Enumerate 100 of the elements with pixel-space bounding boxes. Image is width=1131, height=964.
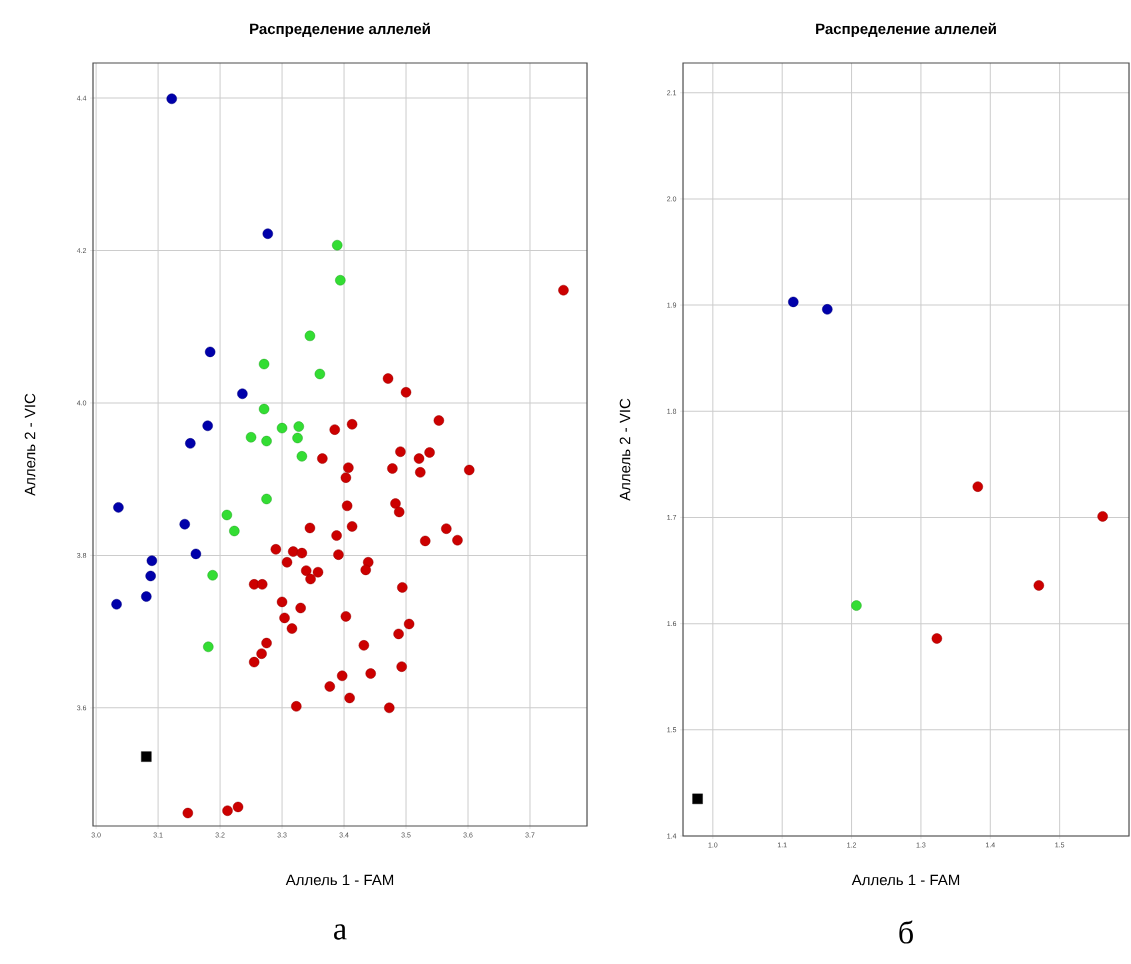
point — [237, 388, 248, 400]
point — [301, 565, 312, 576]
point — [207, 570, 218, 581]
point — [261, 435, 272, 447]
point — [395, 446, 406, 457]
point — [358, 640, 370, 651]
point — [204, 346, 216, 358]
point — [329, 424, 340, 435]
point — [202, 420, 213, 432]
y-axis-title: Аллель 2 - VIC — [619, 398, 631, 501]
point — [931, 633, 943, 644]
point — [296, 451, 308, 462]
point — [317, 453, 328, 464]
point — [360, 564, 371, 576]
point — [394, 506, 405, 518]
point — [286, 623, 298, 634]
point — [396, 661, 407, 672]
point — [851, 600, 862, 611]
point — [288, 546, 299, 557]
point — [415, 467, 426, 478]
point — [203, 641, 214, 653]
point — [558, 284, 569, 296]
point — [258, 358, 270, 370]
point — [305, 573, 316, 585]
point — [314, 368, 326, 380]
point — [182, 807, 194, 819]
point — [403, 618, 415, 630]
point — [441, 523, 452, 534]
point — [222, 805, 233, 816]
point — [270, 544, 282, 555]
point — [346, 419, 358, 430]
point — [248, 656, 260, 668]
point — [336, 670, 348, 682]
point — [324, 681, 335, 692]
point — [279, 612, 290, 624]
point — [384, 702, 395, 714]
point — [333, 549, 344, 560]
point — [397, 582, 408, 593]
point — [262, 228, 273, 239]
point — [464, 464, 475, 476]
point — [221, 509, 233, 521]
point — [261, 493, 272, 505]
point — [1033, 580, 1045, 591]
point — [420, 535, 431, 547]
point — [292, 432, 303, 444]
point — [343, 462, 354, 473]
point — [276, 422, 288, 434]
point — [295, 602, 306, 614]
point — [433, 415, 445, 426]
point — [258, 403, 270, 415]
chart-title: Распределение аллелей — [816, 22, 996, 38]
point — [145, 570, 156, 582]
point — [332, 239, 343, 251]
point — [111, 598, 122, 610]
point — [340, 611, 352, 622]
point — [972, 481, 983, 492]
text: а — [334, 924, 347, 940]
y-axis-title: Аллель 2 - VIC — [24, 393, 36, 496]
point — [229, 525, 240, 537]
point — [387, 463, 398, 474]
x-axis-title: Аллель 1 - FAM — [851, 874, 960, 886]
point — [232, 801, 244, 813]
point — [1097, 511, 1108, 522]
point — [822, 304, 833, 315]
point — [245, 432, 257, 443]
point — [393, 628, 404, 640]
point — [400, 387, 412, 398]
point — [344, 692, 355, 704]
point — [331, 530, 342, 541]
point — [382, 373, 394, 384]
point — [190, 548, 202, 560]
point — [312, 566, 324, 578]
chart-title: Распределение аллелей — [250, 22, 430, 38]
point — [146, 555, 158, 566]
point — [424, 447, 435, 458]
point — [304, 330, 316, 342]
point — [185, 438, 196, 449]
point — [113, 502, 124, 513]
point — [346, 521, 358, 532]
point — [141, 591, 152, 602]
point — [365, 668, 376, 679]
point — [256, 648, 267, 659]
point — [291, 701, 302, 712]
point — [390, 498, 401, 509]
point — [179, 518, 190, 530]
point — [304, 522, 316, 534]
point — [141, 751, 152, 762]
point — [692, 793, 703, 805]
x-axis-title: Аллель 1 - FAM — [285, 874, 394, 886]
point — [281, 557, 293, 568]
point — [452, 534, 463, 546]
point — [261, 637, 272, 649]
point — [788, 296, 799, 308]
point — [276, 596, 288, 608]
text: б — [899, 920, 913, 944]
point — [340, 472, 352, 483]
point — [335, 275, 346, 286]
point — [293, 421, 304, 432]
point — [296, 547, 308, 559]
point — [413, 453, 425, 464]
